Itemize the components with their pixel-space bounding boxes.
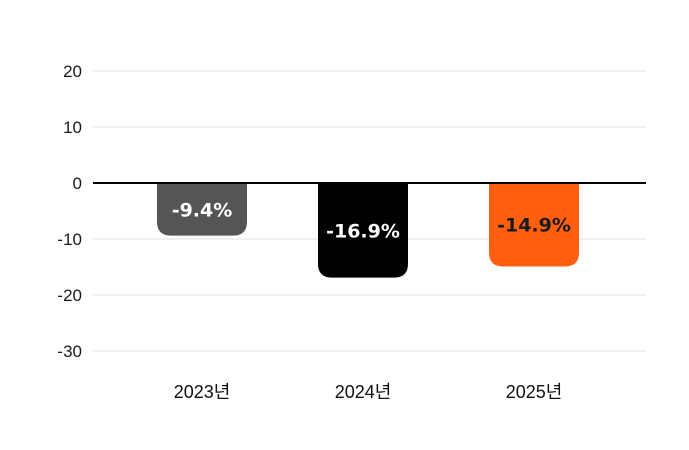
x-category-label: 2025년 [506,382,563,402]
y-tick-label: 10 [63,118,82,137]
bars [157,183,579,278]
data-label: -16.9% [326,220,400,242]
x-category-label: 2024년 [335,382,392,402]
y-tick-label: -10 [57,230,82,249]
data-label: -14.9% [497,215,571,237]
y-tick-label: 0 [73,174,82,193]
bar-2025년 [489,183,579,267]
bar-2023년 [157,183,247,236]
x-category-label: 2023년 [174,382,231,402]
y-tick-label: -20 [57,286,82,305]
data-label: -9.4% [172,199,233,221]
x-axis-category-labels: 2023년 2024년 2025년 [174,382,563,402]
bar-2024년 [318,183,408,278]
y-axis-tick-labels: 20 10 0 -10 -20 -30 [57,62,82,361]
y-tick-label: -30 [57,342,82,361]
data-labels: -9.4% -16.9% -14.9% [172,199,571,242]
y-tick-label: 20 [63,62,82,81]
